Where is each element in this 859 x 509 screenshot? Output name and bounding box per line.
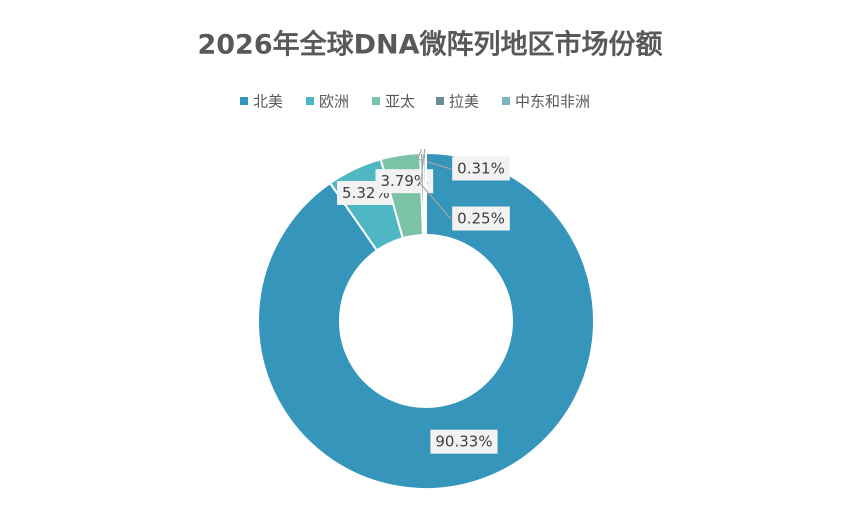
leader-line — [416, 148, 452, 170]
data-label: 0.31% — [457, 160, 505, 178]
data-label: 0.25% — [457, 210, 505, 228]
legend-label: 亚太 — [385, 93, 415, 111]
data-label: 90.33% — [435, 433, 492, 451]
legend-swatch — [436, 97, 444, 105]
data-label-box — [452, 206, 510, 231]
legend-swatch — [306, 97, 314, 105]
chart-title: 2026年全球DNA微阵列地区市场份额 — [197, 29, 662, 61]
leader-line — [420, 148, 452, 220]
legend-swatch — [372, 97, 380, 105]
slice — [257, 151, 595, 490]
legend-label: 北美 — [253, 93, 283, 111]
data-label-box — [430, 429, 498, 454]
legend-label: 中东和非洲 — [515, 93, 590, 111]
legend-label: 欧洲 — [319, 93, 349, 111]
legend-swatch — [240, 97, 248, 105]
data-label: 3.79% — [381, 172, 429, 190]
slice — [422, 151, 427, 237]
data-label-box — [452, 156, 510, 181]
legend-swatch — [502, 97, 510, 105]
legend-label: 拉美 — [449, 93, 479, 111]
